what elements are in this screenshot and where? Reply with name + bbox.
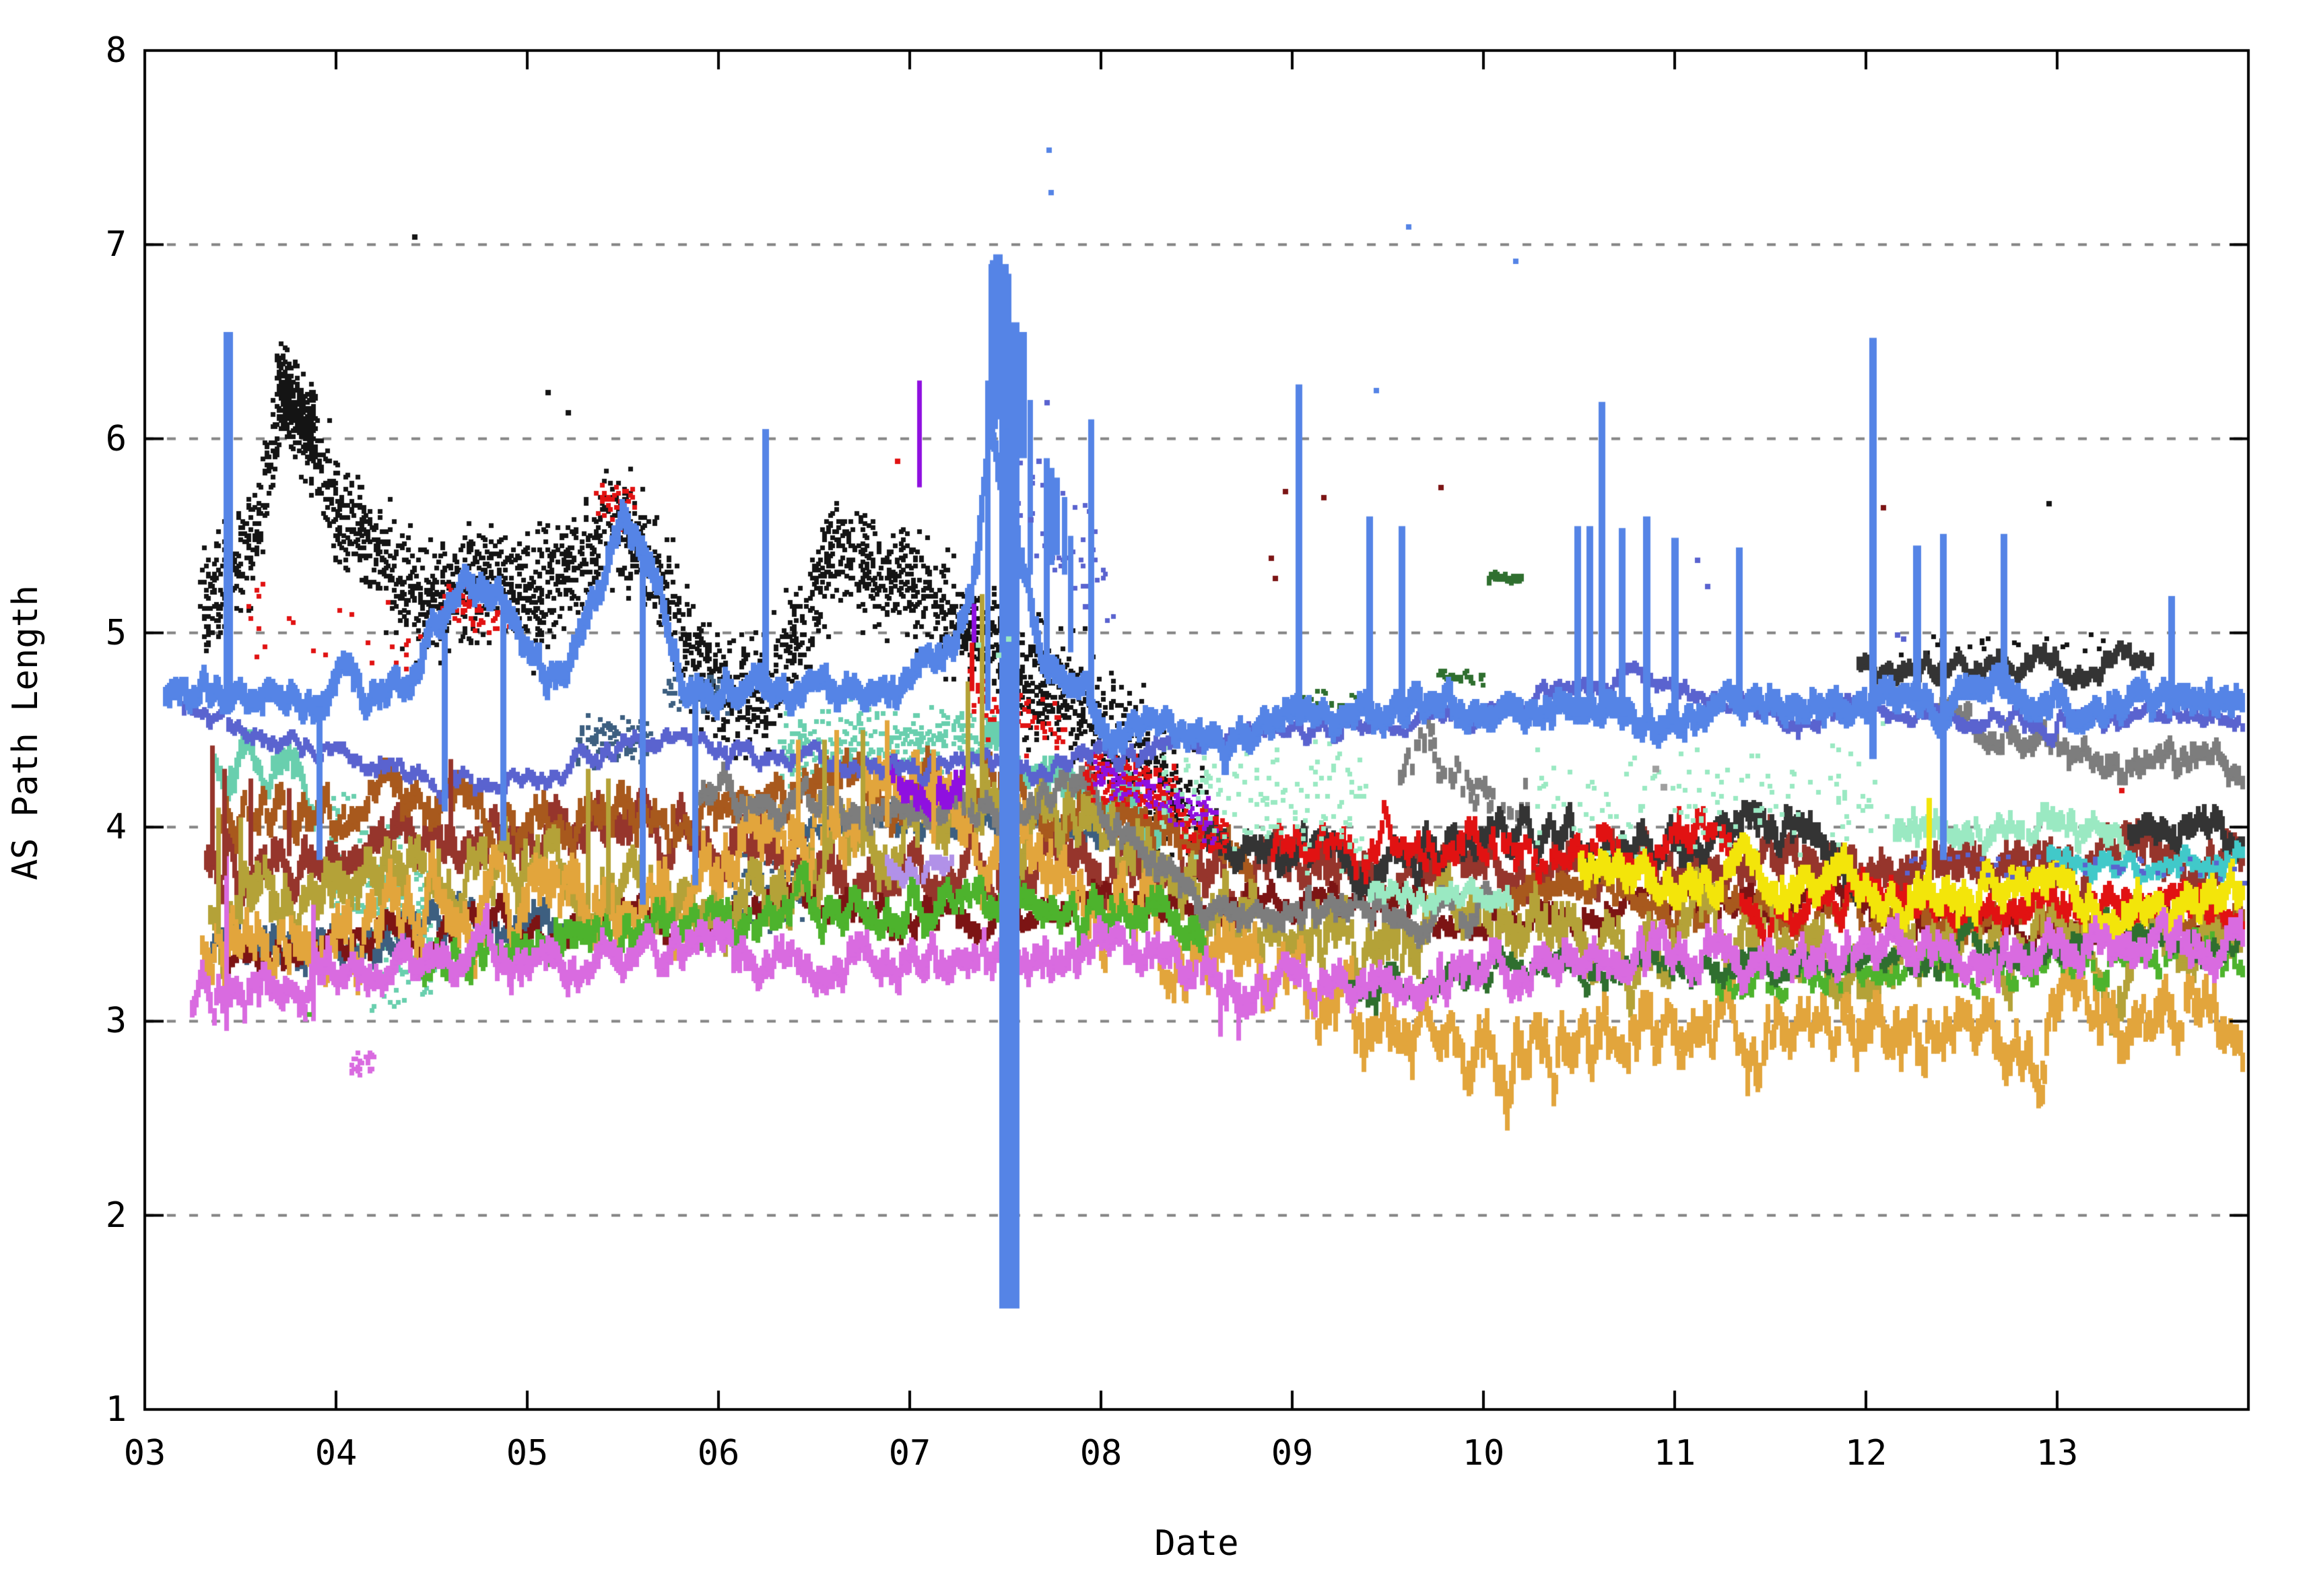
x-tick-label: 11 [1653, 1433, 1696, 1473]
y-tick-label: 5 [105, 612, 127, 653]
x-tick-label: 05 [506, 1433, 549, 1473]
y-tick-label: 7 [105, 224, 127, 265]
x-tick-label: 07 [888, 1433, 931, 1473]
x-tick-label: 03 [123, 1433, 166, 1473]
x-tick-label: 10 [1462, 1433, 1505, 1473]
y-tick-label: 2 [105, 1195, 127, 1236]
x-tick-label: 08 [1079, 1433, 1123, 1473]
y-tick-label: 6 [105, 418, 127, 459]
x-tick-label: 04 [314, 1433, 358, 1473]
x-tick-label: 09 [1271, 1433, 1314, 1473]
x-tick-label: 06 [697, 1433, 740, 1473]
y-tick-label: 4 [105, 807, 127, 848]
y-tick-label: 8 [105, 30, 127, 71]
y-tick-label: 1 [105, 1389, 127, 1430]
x-axis-label: Date [1154, 1523, 1239, 1564]
x-tick-label: 13 [2036, 1433, 2079, 1473]
x-tick-label: 12 [1844, 1433, 1887, 1473]
y-tick-label: 3 [105, 1001, 127, 1042]
